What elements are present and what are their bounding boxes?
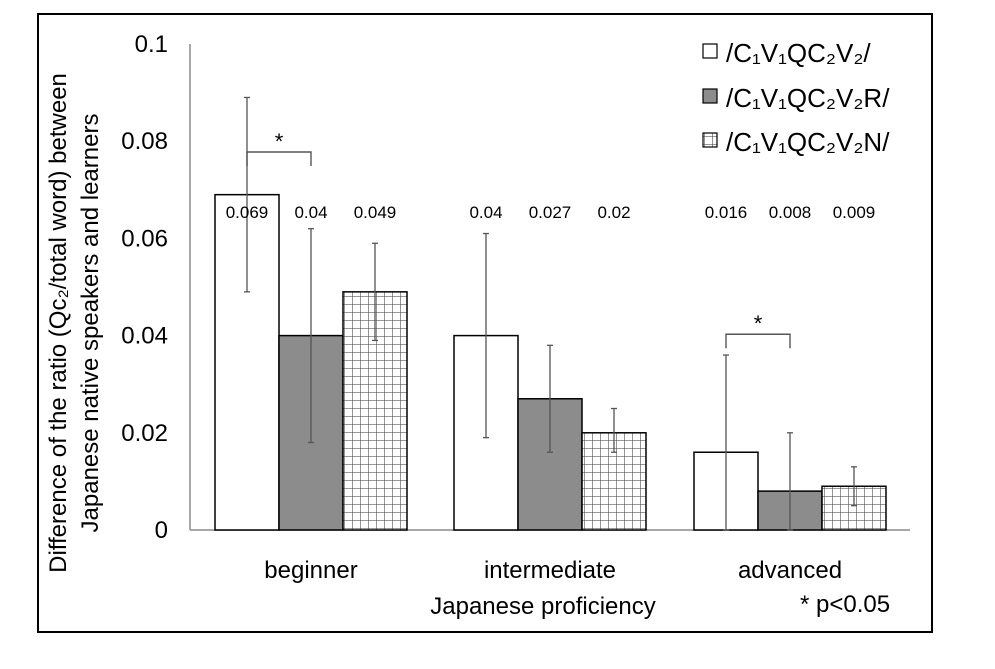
legend-swatch: [702, 132, 718, 148]
legend-label: /C₁V₁QC₂V₂/: [726, 38, 871, 68]
legend-swatch: [702, 88, 718, 104]
data-label: 0.04: [294, 203, 327, 222]
data-label: 0.02: [597, 203, 630, 222]
plot-area: 0 0.02 0.04 0.06 0.08 0.1 Difference of the ra…: [45, 31, 910, 620]
data-label: 0.069: [226, 203, 269, 222]
x-tick-label: beginner: [264, 557, 357, 584]
data-label: 0.016: [705, 203, 748, 222]
y-axis-title-line: Japanese native speakers and learners: [77, 114, 104, 533]
y-tick-label: 0.04: [121, 323, 168, 350]
x-axis-title: Japanese proficiency: [430, 593, 655, 620]
significance-star: *: [754, 311, 763, 336]
y-axis-title-line: Difference of the ratio (Qc₂/total word)…: [45, 73, 72, 573]
y-tick-label: 0.08: [121, 128, 168, 155]
significance-star: *: [275, 129, 284, 154]
data-label: 0.027: [529, 203, 572, 222]
data-label: 0.009: [833, 203, 876, 222]
legend-label: /C₁V₁QC₂V₂N/: [726, 127, 890, 157]
significance-bracket: [725, 333, 791, 349]
legend-label: /C₁V₁QC₂V₂R/: [726, 83, 890, 113]
data-label: 0.049: [354, 203, 397, 222]
x-tick-label: advanced: [738, 557, 842, 584]
data-label: 0.04: [469, 203, 502, 222]
y-tick-label: 0.02: [121, 420, 168, 447]
data-label: 0.008: [769, 203, 812, 222]
significance-note: * p<0.05: [800, 591, 890, 618]
y-tick-label: 0.06: [121, 225, 168, 252]
x-tick-label: intermediate: [484, 557, 616, 584]
y-tick-label: 0.1: [135, 31, 168, 58]
y-tick-label: 0: [155, 517, 168, 544]
legend-swatch: [702, 43, 718, 59]
significance-bracket: [246, 151, 312, 166]
